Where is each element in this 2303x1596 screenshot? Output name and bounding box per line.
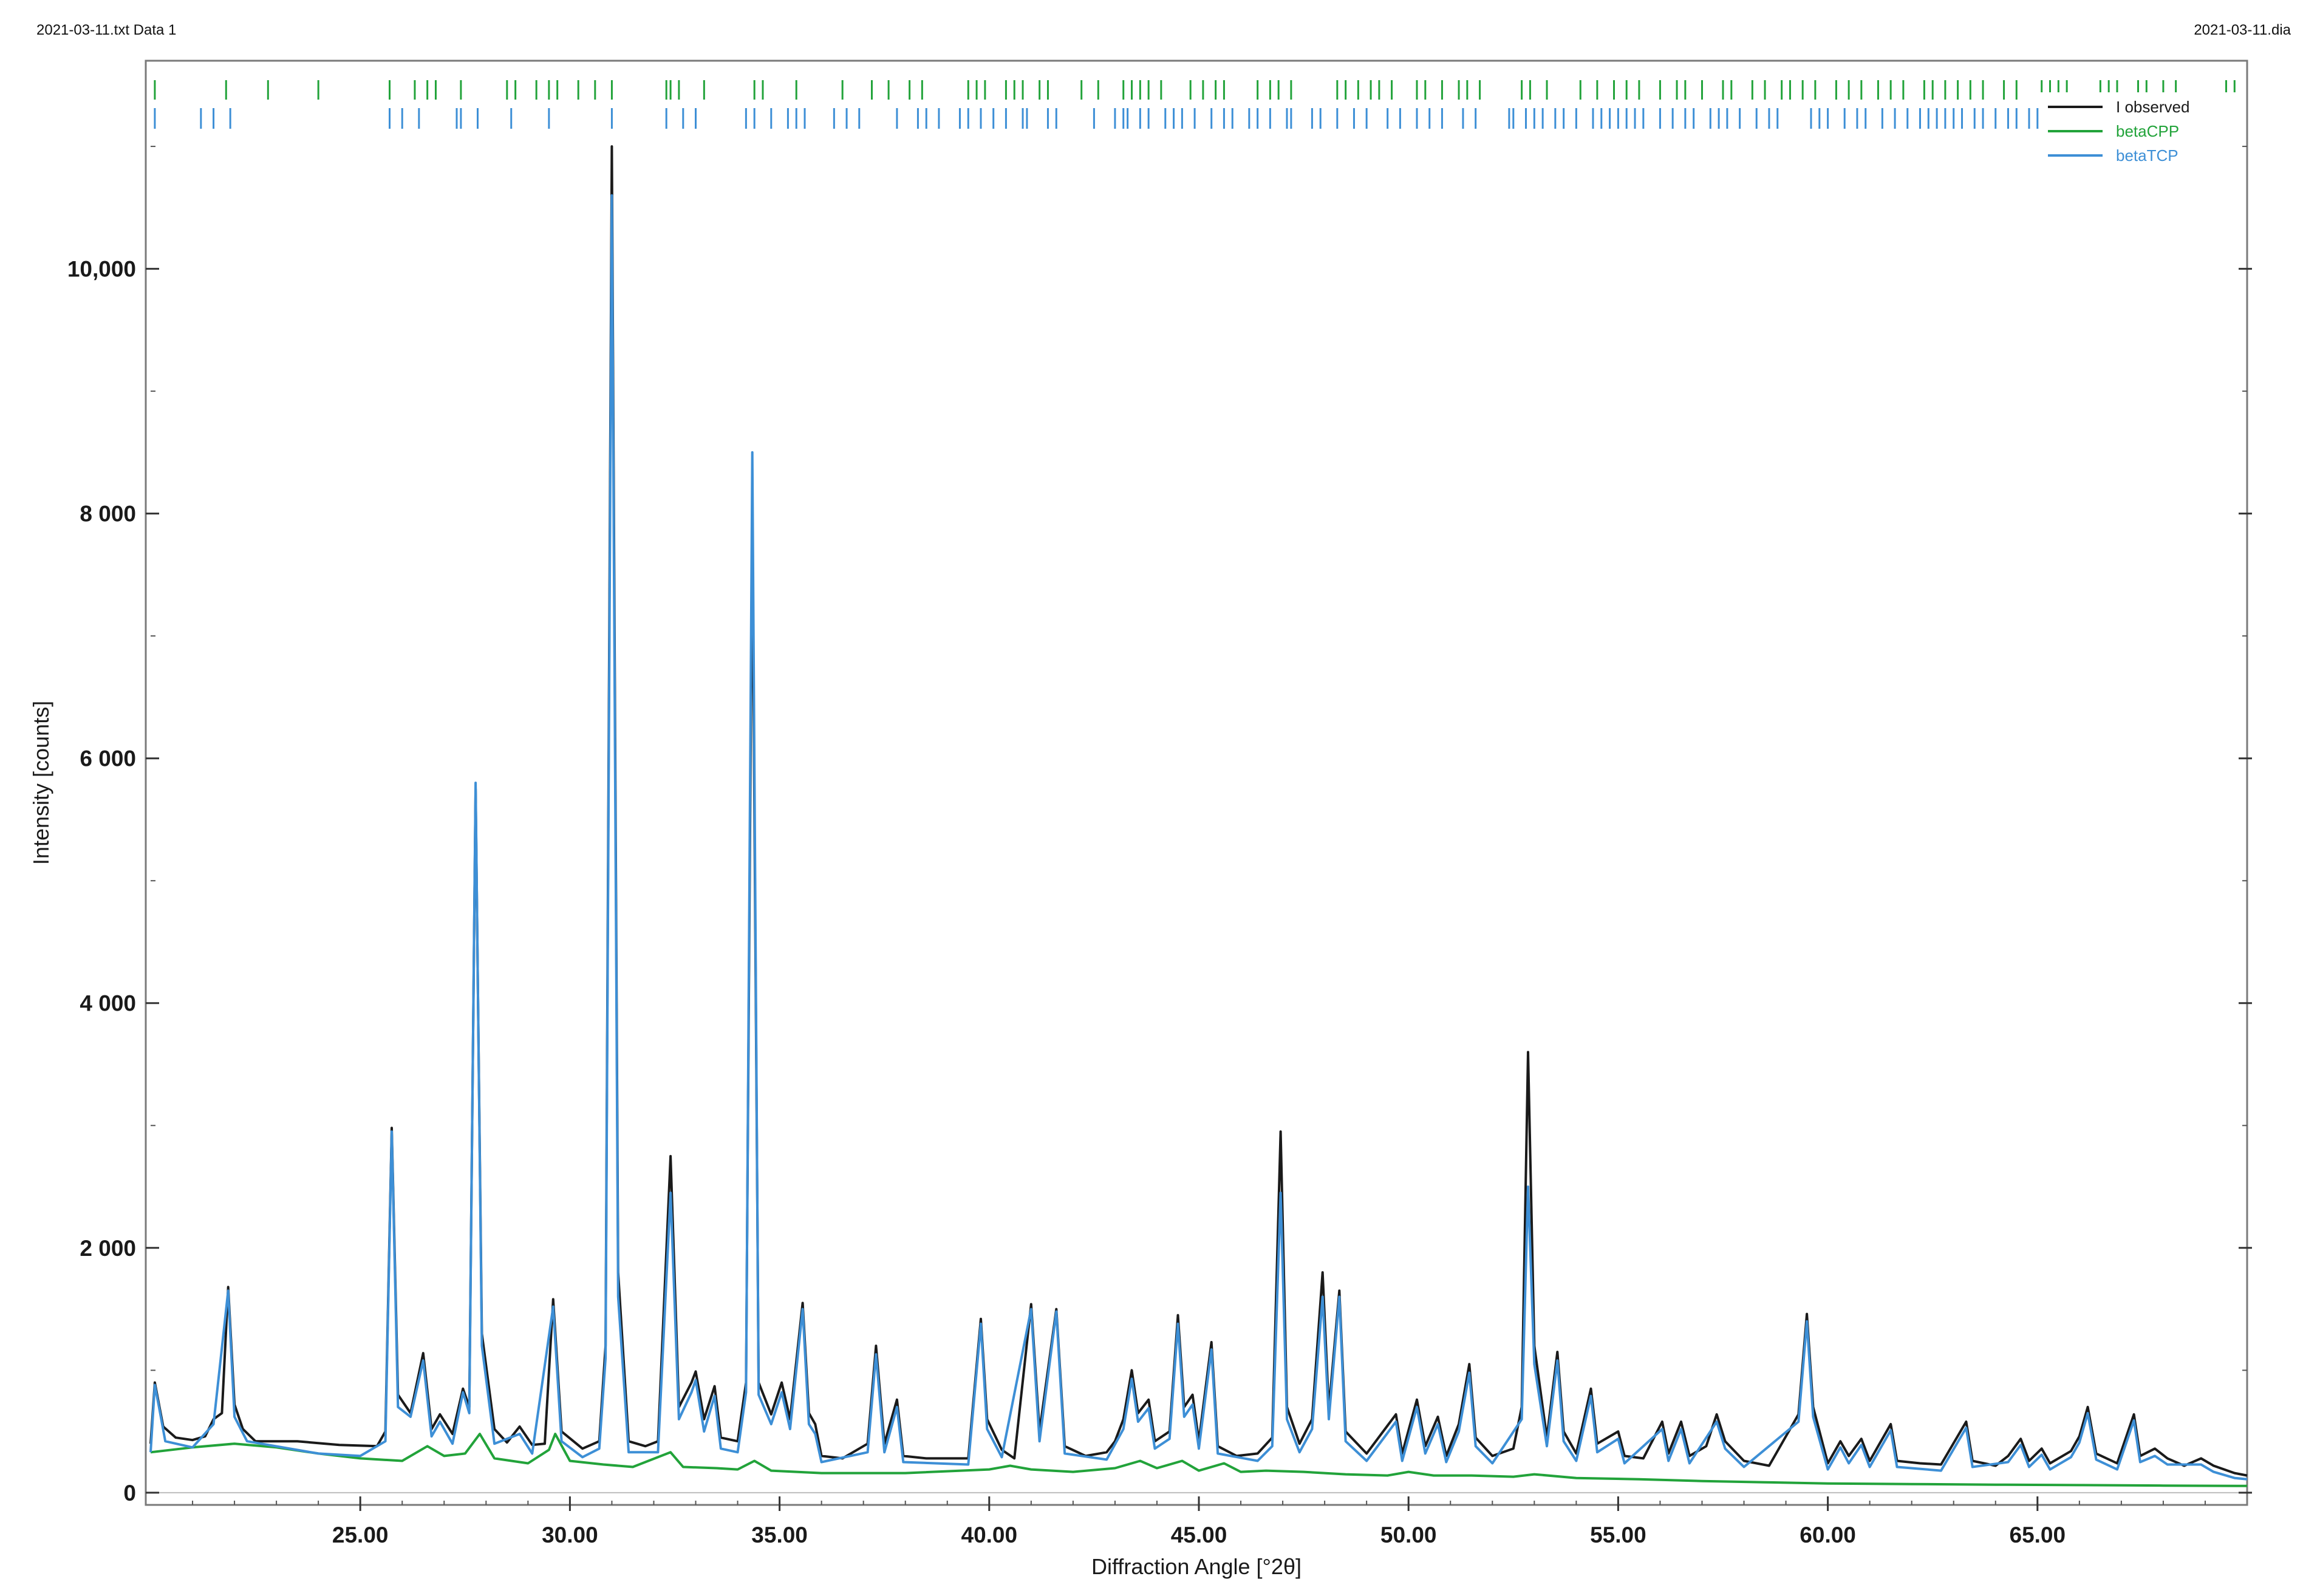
x-tick-label: 35.00 — [751, 1523, 808, 1547]
y-tick-label: 10,000 — [67, 257, 136, 282]
series-line-betatcp — [149, 194, 2248, 1481]
x-tick-label: 65.00 — [2010, 1523, 2066, 1547]
x-tick-label: 30.00 — [542, 1523, 598, 1547]
plot-frame — [145, 60, 2248, 1506]
x-tick-label: 40.00 — [961, 1523, 1018, 1547]
x-tick-label: 45.00 — [1171, 1523, 1227, 1547]
y-tick-label: 4 000 — [80, 991, 136, 1016]
y-axis-title: Intensity [counts] — [29, 701, 53, 865]
y-tick-label: 0 — [123, 1481, 136, 1506]
axes-layer: 0 2 000 4 000 6 000 8 000 10,000 25.00 30.00 35.… — [67, 146, 2252, 1547]
report-title: 2021-03-11.txt Data 1 — [36, 22, 177, 38]
series-line-i-observed — [149, 145, 2248, 1477]
legend: I observed betaCPP betaTCP — [2041, 92, 2241, 169]
x-tick-label: 50.00 — [1380, 1523, 1437, 1547]
y-tick-label: 6 000 — [80, 746, 136, 771]
series-layer — [149, 145, 2248, 1487]
series-line-betacpp — [150, 1433, 2248, 1487]
diagram-filename: 2021-03-11.dia — [2194, 22, 2291, 38]
legend-label: betaTCP — [2116, 146, 2178, 165]
x-tick-label: 25.00 — [332, 1523, 389, 1547]
x-tick-label: 60.00 — [1800, 1523, 1856, 1547]
y-tick-label: 8 000 — [80, 502, 136, 527]
x-axis-title: Diffraction Angle [°2θ] — [1091, 1554, 1302, 1579]
y-tick-label: 2 000 — [80, 1236, 136, 1261]
reflection-markers — [154, 80, 2236, 129]
x-tick-label: 55.00 — [1590, 1523, 1646, 1547]
legend-label: I observed — [2116, 98, 2189, 116]
legend-label: betaCPP — [2116, 122, 2179, 140]
